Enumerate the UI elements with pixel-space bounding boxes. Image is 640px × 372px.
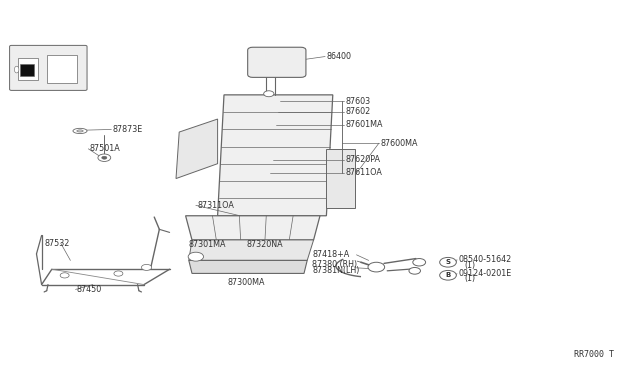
- Ellipse shape: [15, 66, 19, 73]
- Text: 87418+A: 87418+A: [312, 250, 349, 259]
- Text: 87311OA: 87311OA: [197, 201, 234, 210]
- Text: 87620PA: 87620PA: [346, 155, 381, 164]
- Text: 87320NA: 87320NA: [246, 240, 283, 249]
- Ellipse shape: [73, 128, 87, 134]
- Text: 87381N(LH): 87381N(LH): [312, 266, 360, 275]
- Bar: [20, 64, 34, 76]
- Circle shape: [98, 154, 111, 161]
- Polygon shape: [176, 119, 218, 179]
- Circle shape: [409, 267, 420, 274]
- Text: 87301MA: 87301MA: [189, 240, 227, 249]
- Text: (1): (1): [465, 261, 476, 270]
- Circle shape: [102, 156, 107, 159]
- Polygon shape: [186, 216, 320, 240]
- Text: 87611OA: 87611OA: [346, 169, 383, 177]
- Circle shape: [188, 252, 204, 261]
- Text: 87873E: 87873E: [113, 125, 143, 134]
- Bar: [18, 58, 38, 80]
- Text: 08540-51642: 08540-51642: [458, 255, 511, 264]
- Text: 87450: 87450: [77, 285, 102, 294]
- FancyBboxPatch shape: [248, 47, 306, 77]
- Circle shape: [114, 271, 123, 276]
- Circle shape: [440, 270, 456, 280]
- Text: 87601MA: 87601MA: [346, 120, 383, 129]
- Polygon shape: [326, 149, 355, 208]
- Text: B: B: [445, 272, 451, 278]
- Polygon shape: [189, 260, 307, 273]
- Text: (1): (1): [465, 275, 476, 283]
- Polygon shape: [218, 95, 333, 216]
- Polygon shape: [189, 240, 314, 260]
- Circle shape: [368, 262, 385, 272]
- Text: 87600MA: 87600MA: [381, 139, 419, 148]
- Circle shape: [141, 264, 152, 270]
- Text: S: S: [445, 259, 451, 265]
- Circle shape: [413, 259, 426, 266]
- Text: 87602: 87602: [346, 107, 371, 116]
- Text: 09124-0201E: 09124-0201E: [458, 269, 511, 278]
- Circle shape: [264, 91, 274, 97]
- Circle shape: [60, 273, 69, 278]
- FancyBboxPatch shape: [10, 45, 87, 90]
- Text: 87603: 87603: [346, 97, 371, 106]
- Ellipse shape: [77, 130, 83, 132]
- Bar: [47, 55, 77, 83]
- Text: 87532: 87532: [45, 239, 70, 248]
- Text: 86400: 86400: [326, 52, 351, 61]
- Text: RR7000 T: RR7000 T: [575, 350, 614, 359]
- Text: 87501A: 87501A: [90, 144, 120, 153]
- Text: 87380 (RH): 87380 (RH): [312, 260, 358, 269]
- Text: 87300MA: 87300MA: [228, 278, 266, 287]
- Circle shape: [440, 257, 456, 267]
